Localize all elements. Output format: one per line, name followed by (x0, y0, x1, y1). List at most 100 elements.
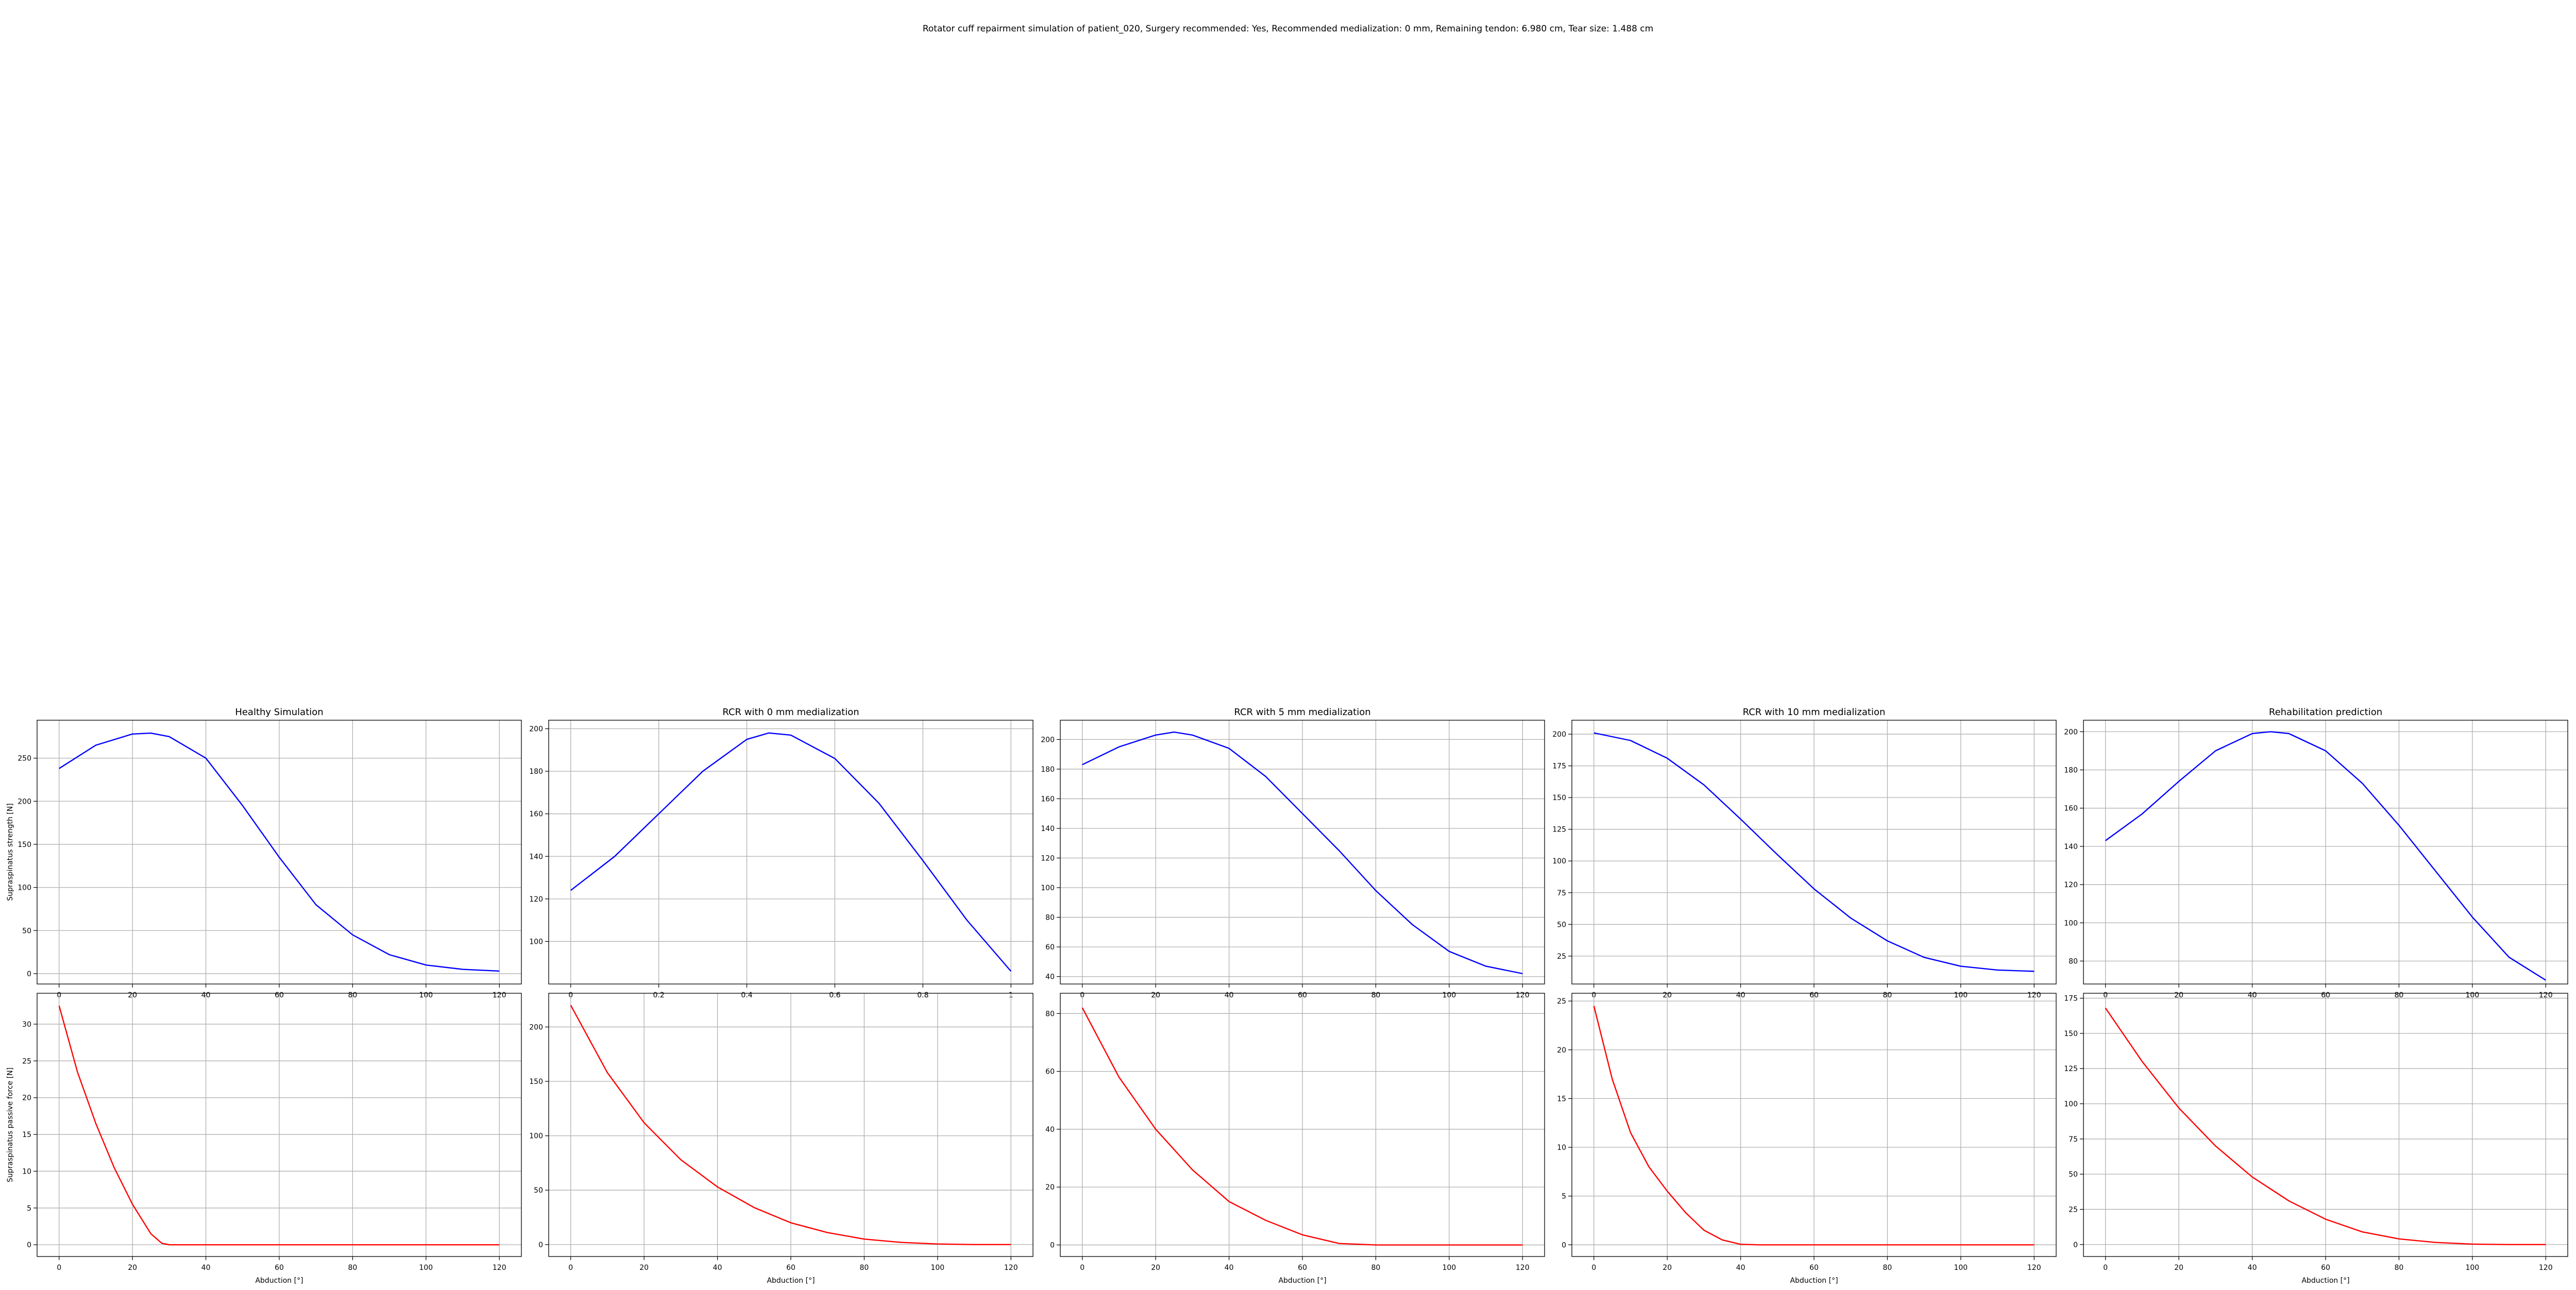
y-tick-label: 200 (18, 797, 31, 806)
x-tick-label: 20 (128, 1264, 137, 1272)
x-tick-label: 40 (2248, 1264, 2257, 1272)
y-tick-label: 0 (1050, 1242, 1055, 1250)
y-tick-label: 5 (1562, 1193, 1566, 1201)
y-axis-label: Supraspinatus strength [N] (6, 803, 14, 901)
x-tick-label: 0 (568, 1264, 573, 1272)
x-tick-label: 40 (713, 1264, 722, 1272)
x-tick-label: 100 (2465, 1264, 2479, 1272)
series-line-red (570, 1005, 1011, 1245)
y-tick-label: 150 (18, 841, 31, 849)
subplot-bottom-4: 0 20 40 60 80 100 120 0 5 10 15 20 25 Abduction [°] (1557, 993, 2057, 1285)
y-tick-label: 20 (22, 1094, 31, 1102)
y-tick-label: 120 (2064, 881, 2078, 889)
x-axis-label: Abduction [°] (767, 1277, 815, 1285)
y-tick-label: 120 (1041, 855, 1055, 863)
subplot-title: Rehabilitation prediction (2269, 707, 2382, 718)
axes-frame (1571, 720, 2057, 985)
subplot-bottom-5: 0 20 40 60 80 100 120 0 25 50 75 100 125 150 175 Abduct… (2064, 993, 2568, 1285)
y-tick-label: 30 (22, 1021, 31, 1029)
x-tick-label: 100 (1442, 1264, 1456, 1272)
y-tick-label: 150 (529, 1078, 543, 1086)
series-line-red (1081, 1007, 1523, 1246)
subplot-bottom-1: 0 20 40 60 80 100 120 0 5 10 15 20 25 30 Abduction [°]… (6, 993, 522, 1285)
series-line-red (58, 1005, 500, 1246)
x-tick-label: 20 (2174, 1264, 2183, 1272)
axes-frame (548, 720, 1033, 985)
x-tick-label: 20 (1151, 1264, 1160, 1272)
y-tick-label: 200 (1552, 731, 1566, 739)
subplot-bottom-3: 0 20 40 60 80 100 120 0 20 40 60 80 Abduction [°] (1045, 993, 1545, 1285)
y-tick-label: 125 (2064, 1065, 2078, 1073)
axes-frame (548, 993, 1033, 1257)
subplot-top-3: 020406080100120406080100120140160180200R… (1041, 707, 1545, 999)
x-tick-label: 0.2 (653, 991, 665, 999)
y-tick-label: 100 (1552, 857, 1566, 865)
x-tick-label: 80 (860, 1264, 869, 1272)
y-tick-label: 150 (2064, 1030, 2078, 1038)
x-tick-label: 120 (1516, 1264, 1530, 1272)
axes-frame (37, 720, 522, 985)
y-tick-label: 15 (1557, 1095, 1566, 1103)
x-tick-label: 0 (57, 1264, 61, 1272)
y-tick-label: 200 (1041, 736, 1055, 744)
y-tick-label: 160 (2064, 805, 2078, 813)
y-tick-label: 50 (22, 927, 31, 935)
series-line-blue (1594, 732, 2035, 972)
y-tick-label: 80 (1045, 1010, 1055, 1018)
y-tick-label: 80 (2069, 957, 2078, 965)
y-tick-label: 200 (529, 725, 543, 734)
y-tick-label: 150 (1552, 794, 1566, 802)
y-tick-label: 175 (1552, 762, 1566, 771)
y-tick-label: 25 (2069, 1206, 2078, 1214)
y-tick-label: 40 (1045, 1126, 1055, 1134)
y-tick-label: 60 (1045, 1068, 1055, 1076)
x-tick-label: 80 (348, 1264, 358, 1272)
y-tick-label: 100 (2064, 919, 2078, 927)
figure-suptitle: Rotator cuff repairment simulation of pa… (922, 24, 1654, 34)
y-tick-label: 40 (1045, 973, 1055, 981)
y-tick-label: 180 (1041, 766, 1055, 774)
y-tick-label: 100 (1041, 884, 1055, 892)
y-tick-label: 0 (27, 1241, 31, 1249)
y-tick-label: 125 (1552, 826, 1566, 834)
series-line-blue (59, 732, 500, 972)
y-tick-label: 250 (18, 755, 31, 763)
x-tick-label: 20 (1663, 1264, 1672, 1272)
x-tick-label: 80 (1371, 1264, 1381, 1272)
subplot-title: RCR with 0 mm medialization (722, 707, 859, 718)
y-tick-label: 25 (1557, 997, 1566, 1006)
x-axis-label: Abduction [°] (2301, 1277, 2349, 1285)
x-tick-label: 100 (1954, 1264, 1968, 1272)
subplot-top-4: 020406080100120255075100125150175200RCR … (1552, 707, 2057, 999)
x-tick-label: 80 (1883, 1264, 1892, 1272)
x-tick-label: 0.4 (741, 991, 752, 999)
subplot-title: Healthy Simulation (235, 707, 323, 718)
y-tick-label: 160 (1041, 795, 1055, 803)
x-tick-label: 60 (1298, 1264, 1307, 1272)
y-tick-label: 100 (529, 1132, 543, 1141)
y-tick-label: 60 (1045, 943, 1055, 952)
y-tick-label: 15 (22, 1131, 31, 1139)
y-tick-label: 80 (1045, 914, 1055, 922)
y-tick-label: 180 (2064, 766, 2078, 774)
x-axis-label: Abduction [°] (1790, 1277, 1838, 1285)
y-tick-label: 20 (1557, 1046, 1566, 1055)
y-tick-label: 120 (529, 895, 543, 904)
x-tick-label: 120 (2539, 1264, 2553, 1272)
y-tick-label: 100 (2064, 1100, 2078, 1109)
x-tick-label: 100 (930, 1264, 944, 1272)
y-tick-label: 5 (27, 1204, 31, 1213)
y-tick-label: 180 (529, 768, 543, 776)
y-axis-label: Supraspinatus passive force [N] (6, 1067, 14, 1182)
x-tick-label: 60 (2321, 1264, 2330, 1272)
series-line-blue (2105, 731, 2546, 981)
y-tick-label: 0 (27, 970, 31, 978)
x-tick-label: 0 (2103, 1264, 2108, 1272)
y-tick-label: 75 (2069, 1135, 2078, 1144)
y-tick-label: 100 (18, 884, 31, 892)
y-tick-label: 175 (2064, 995, 2078, 1003)
x-axis-label: Abduction [°] (1278, 1277, 1326, 1285)
subplot-title: RCR with 5 mm medialization (1234, 707, 1370, 718)
